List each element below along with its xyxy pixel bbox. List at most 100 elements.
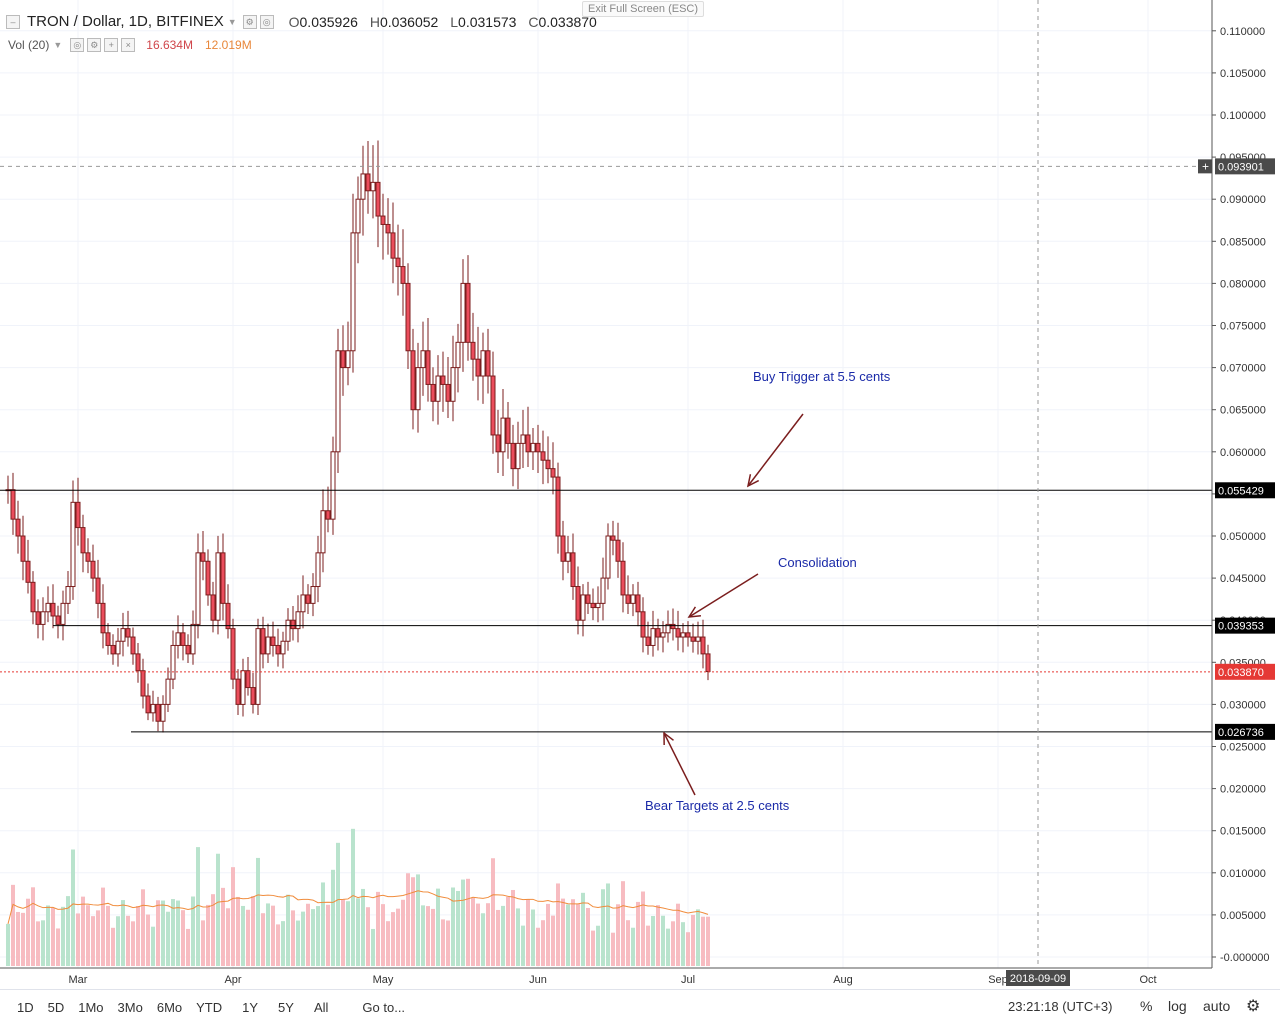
- volume-bar: [666, 928, 670, 966]
- volume-bar: [671, 921, 675, 966]
- crosshair-plus-bg: [1198, 159, 1212, 174]
- volume-bar: [106, 905, 110, 966]
- volume-bar: [441, 919, 445, 966]
- range-3mo[interactable]: 3Mo: [117, 1000, 143, 1015]
- volume-bar: [151, 926, 155, 966]
- candle-body: [525, 434, 531, 453]
- chevron-down-icon[interactable]: ▼: [53, 40, 63, 50]
- volume-bar: [646, 925, 650, 966]
- gear-icon[interactable]: ⚙: [1246, 998, 1261, 1015]
- volume-bar: [226, 908, 230, 966]
- range-1mo[interactable]: 1Mo: [78, 1000, 104, 1015]
- volume-bar: [6, 923, 10, 966]
- volume-bar: [456, 890, 460, 966]
- candle-body: [650, 628, 656, 646]
- candle-body: [275, 644, 281, 655]
- percent-toggle[interactable]: %: [1140, 998, 1153, 1014]
- candle-body: [600, 577, 606, 604]
- settings-icon[interactable]: ⚙: [87, 38, 102, 52]
- level-label-support-bg: [1215, 723, 1275, 740]
- range-ytd[interactable]: YTD: [196, 1000, 223, 1015]
- price-tick-label: 0.060000: [1220, 447, 1266, 459]
- range-1y[interactable]: 1Y: [242, 1000, 259, 1015]
- candle-body: [485, 350, 491, 377]
- symbol-title[interactable]: TRON / Dollar, 1D, BITFINEX: [27, 13, 224, 30]
- candle-body: [320, 510, 326, 554]
- volume-bar: [321, 882, 325, 966]
- volume-bar: [546, 903, 550, 966]
- candle-body: [295, 611, 301, 630]
- candle-body: [235, 678, 241, 705]
- volume-label[interactable]: Vol (20): [8, 38, 50, 52]
- candle-body: [405, 282, 411, 352]
- volume-bar: [481, 913, 485, 966]
- plus-icon: +: [1202, 159, 1209, 173]
- volume-bar: [636, 901, 640, 966]
- settings-icon[interactable]: ⚙: [242, 14, 257, 29]
- candle-body: [50, 602, 56, 617]
- collapse-icon[interactable]: –: [6, 14, 20, 29]
- close-icon[interactable]: ×: [121, 38, 136, 52]
- exit-fullscreen-tooltip[interactable]: Exit Full Screen (ESC): [582, 1, 705, 17]
- volume-bar: [661, 915, 665, 966]
- volume-bar: [66, 896, 70, 966]
- candle-body: [105, 632, 111, 646]
- range-1d[interactable]: 1D: [17, 1000, 34, 1015]
- candle-body: [475, 358, 481, 377]
- candle-body: [155, 703, 161, 722]
- price-tick-label: 0.080000: [1220, 278, 1266, 290]
- add-icon[interactable]: +: [104, 38, 119, 52]
- volume-bar: [261, 913, 265, 966]
- price-tick-label: 0.030000: [1220, 699, 1266, 711]
- volume-bar: [326, 904, 330, 966]
- volume-bar: [541, 920, 545, 966]
- candle-body: [410, 350, 416, 411]
- volume-bar: [381, 904, 385, 966]
- time-tick-label: Aug: [833, 974, 853, 986]
- candle-body: [550, 468, 556, 478]
- candle-body: [45, 602, 51, 613]
- log-toggle[interactable]: log: [1168, 998, 1187, 1014]
- level-label-current: 0.033870: [1218, 667, 1264, 679]
- range-5d[interactable]: 5D: [47, 1000, 65, 1015]
- candle-body: [305, 594, 311, 604]
- volume-bar: [316, 906, 320, 966]
- price-chart[interactable]: 0.1100000.1050000.1000000.0950000.090000…: [0, 0, 1280, 990]
- volume-bar: [266, 903, 270, 966]
- eye-icon[interactable]: ◎: [70, 38, 85, 52]
- candle-body: [135, 653, 141, 672]
- range-all[interactable]: All: [313, 1000, 329, 1015]
- candle-body: [450, 367, 456, 402]
- volume-bar: [466, 878, 470, 966]
- volume-bar: [216, 853, 220, 966]
- candle-body: [120, 628, 126, 642]
- volume-bar: [411, 877, 415, 966]
- candle-body: [385, 223, 391, 234]
- volume-bar: [101, 887, 105, 966]
- volume-bar: [701, 916, 705, 966]
- price-tick-label: 0.025000: [1220, 742, 1266, 754]
- volume-bar: [136, 906, 140, 966]
- candle-body: [490, 375, 496, 436]
- volume-bar: [471, 897, 475, 966]
- volume-bar: [241, 905, 245, 966]
- hide-icon[interactable]: ◎: [259, 14, 274, 29]
- candle-body: [460, 282, 466, 343]
- volume-bar: [631, 927, 635, 966]
- volume-bar: [81, 896, 85, 966]
- chevron-down-icon[interactable]: ▼: [227, 16, 237, 27]
- goto-button[interactable]: Go to...: [362, 1000, 406, 1015]
- range-5y[interactable]: 5Y: [278, 1000, 294, 1015]
- volume-bar: [371, 928, 375, 966]
- volume-bar: [706, 916, 710, 966]
- candle-body: [25, 560, 31, 583]
- candle-body: [660, 632, 666, 638]
- candle-body: [220, 552, 226, 604]
- range-6mo[interactable]: 6Mo: [156, 1000, 183, 1015]
- auto-toggle[interactable]: auto: [1203, 998, 1231, 1014]
- candle-body: [280, 640, 286, 655]
- candle-body: [420, 350, 426, 369]
- candle-body: [435, 375, 441, 402]
- volume-bar: [561, 898, 565, 966]
- candle-body: [515, 442, 521, 470]
